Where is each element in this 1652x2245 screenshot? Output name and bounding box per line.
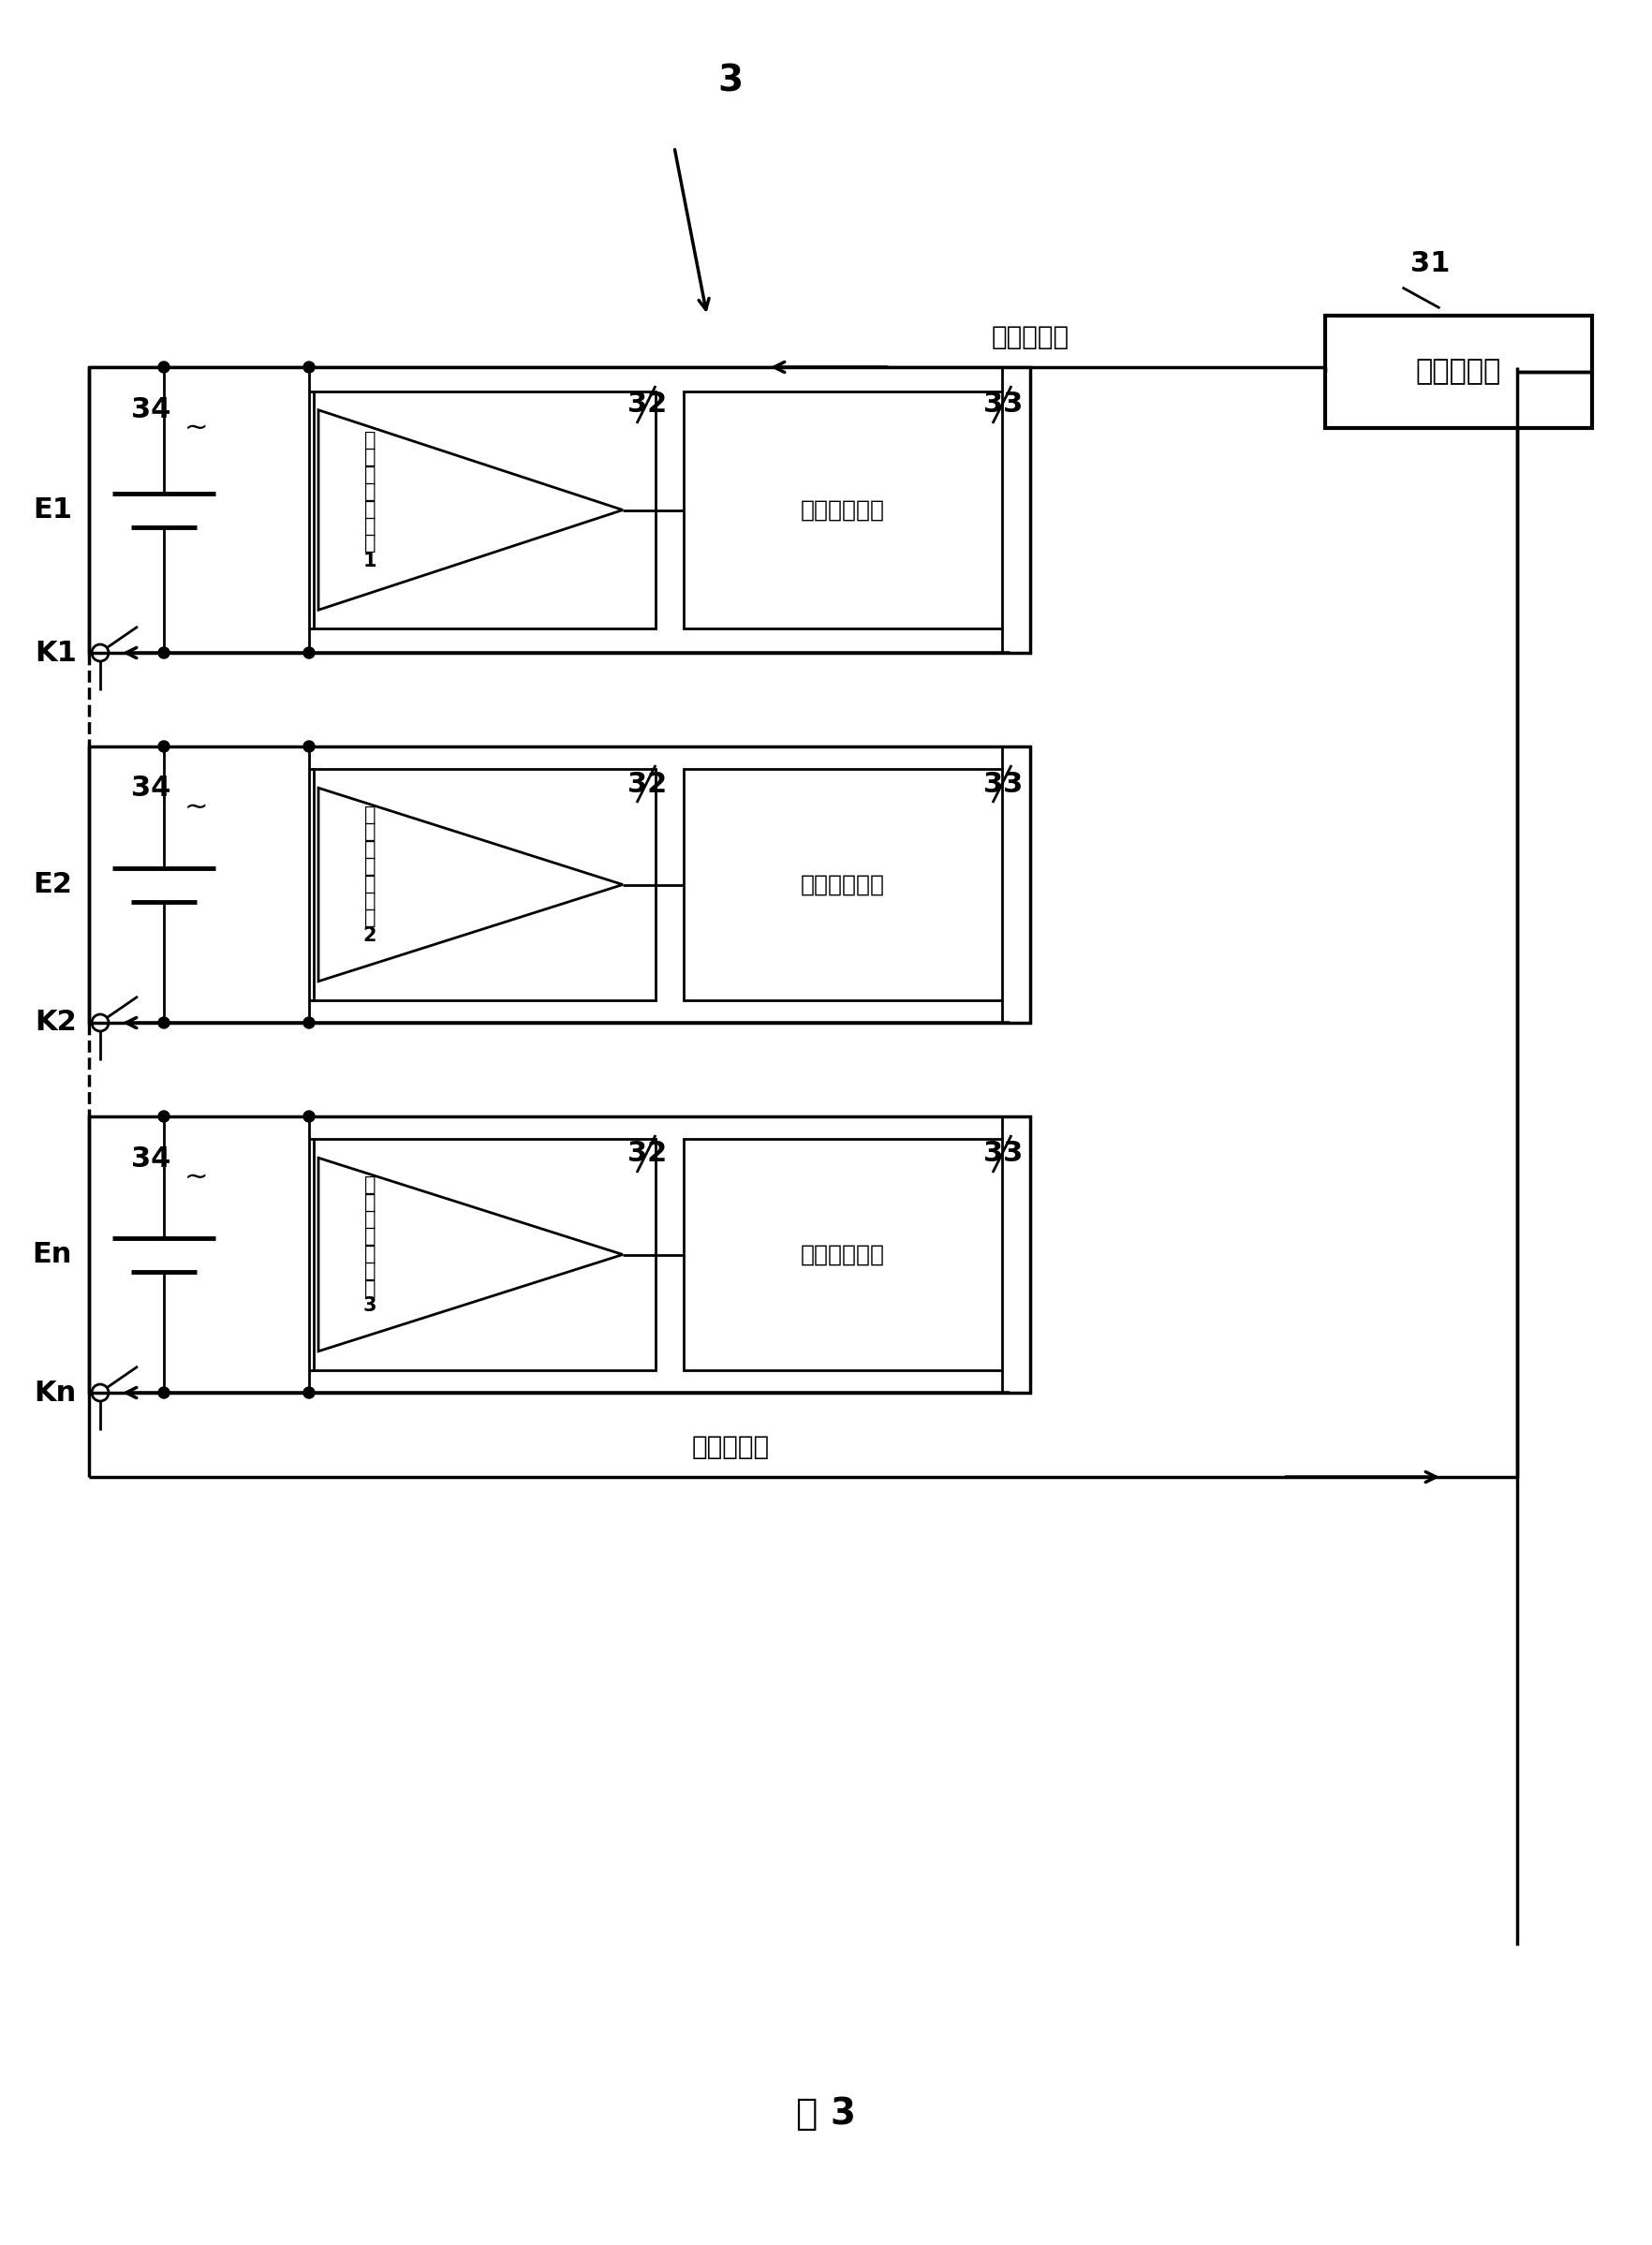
Text: 充电控制电路: 充电控制电路 (801, 873, 885, 896)
Text: 3: 3 (717, 63, 743, 99)
Text: K1: K1 (35, 640, 76, 667)
Bar (684, 770, 1003, 999)
Text: E2: E2 (33, 871, 73, 898)
Text: 精
密
电
压
检
测
器
1: 精 密 电 压 检 测 器 1 (363, 431, 377, 570)
Circle shape (304, 647, 314, 658)
Text: 充电控制电路: 充电控制电路 (801, 498, 885, 521)
Circle shape (304, 1387, 314, 1399)
Text: 精
密
电
压
检
测
器
3: 精 密 电 压 检 测 器 3 (363, 1176, 377, 1316)
Text: 32: 32 (628, 391, 667, 418)
Text: ~: ~ (185, 1163, 208, 1190)
Text: 恒流充电源: 恒流充电源 (692, 1435, 770, 1459)
Circle shape (159, 1017, 170, 1028)
Text: ~: ~ (185, 795, 208, 822)
Bar (314, 770, 656, 999)
Text: 33: 33 (983, 1140, 1023, 1167)
Bar (684, 1138, 1003, 1369)
Text: 恒流充电源: 恒流充电源 (991, 323, 1069, 350)
Circle shape (159, 361, 170, 373)
Text: 34: 34 (131, 1145, 170, 1172)
Text: ~: ~ (185, 415, 208, 442)
Bar (1325, 317, 1593, 429)
Bar (89, 745, 1031, 1024)
Circle shape (159, 647, 170, 658)
Text: 33: 33 (983, 391, 1023, 418)
Bar (314, 391, 656, 629)
Text: Kn: Kn (35, 1378, 76, 1405)
Text: 31: 31 (1411, 251, 1450, 278)
Text: 32: 32 (628, 1140, 667, 1167)
Text: 33: 33 (983, 770, 1023, 797)
Bar (89, 1116, 1031, 1392)
Circle shape (159, 1111, 170, 1122)
Bar (314, 1138, 656, 1369)
Bar (89, 368, 1031, 653)
Circle shape (304, 361, 314, 373)
Text: E1: E1 (33, 496, 73, 523)
Bar (684, 391, 1003, 629)
Text: En: En (33, 1241, 73, 1268)
Circle shape (304, 741, 314, 752)
Text: 32: 32 (628, 770, 667, 797)
Text: 精
密
电
压
检
测
器
2: 精 密 电 压 检 测 器 2 (363, 806, 377, 945)
Circle shape (159, 1387, 170, 1399)
Circle shape (304, 1111, 314, 1122)
Text: 充电控制电路: 充电控制电路 (801, 1244, 885, 1266)
Text: 34: 34 (131, 395, 170, 422)
Text: 34: 34 (131, 775, 170, 801)
Circle shape (159, 741, 170, 752)
Circle shape (304, 1017, 314, 1028)
Text: K2: K2 (35, 1010, 76, 1037)
Text: 电源供应器: 电源供应器 (1416, 359, 1502, 386)
Text: 图 3: 图 3 (796, 2097, 856, 2133)
